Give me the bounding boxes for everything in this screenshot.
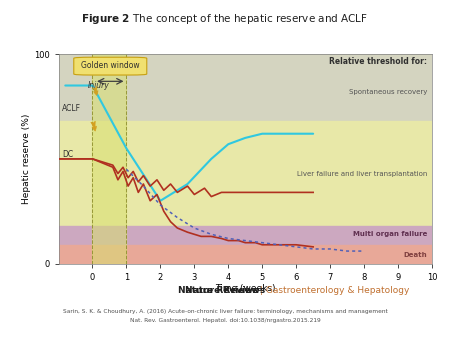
Bar bbox=[58, 245, 432, 264]
Text: Spontaneous recovery: Spontaneous recovery bbox=[349, 89, 427, 95]
Text: Nat. Rev. Gastroenterol. Hepatol. doi:10.1038/nrgastro.2015.219: Nat. Rev. Gastroenterol. Hepatol. doi:10… bbox=[130, 318, 320, 323]
Text: Multi organ failure: Multi organ failure bbox=[352, 231, 427, 237]
Y-axis label: Hepatic reserve (%): Hepatic reserve (%) bbox=[22, 114, 31, 204]
Text: Golden window: Golden window bbox=[81, 61, 140, 70]
Bar bbox=[58, 54, 432, 121]
Text: Liver failure and liver transplantation: Liver failure and liver transplantation bbox=[297, 171, 427, 176]
FancyBboxPatch shape bbox=[74, 57, 147, 75]
Text: Nature Reviews |: Nature Reviews | bbox=[178, 286, 257, 295]
Text: Nature Reviews: Nature Reviews bbox=[178, 286, 258, 295]
Text: Nature Reviews: Nature Reviews bbox=[185, 286, 265, 295]
Text: Sarin, S. K. & Choudhury, A. (2016) Acute-on-chronic liver failure: terminology,: Sarin, S. K. & Choudhury, A. (2016) Acut… bbox=[63, 309, 387, 314]
Text: Death: Death bbox=[403, 252, 427, 258]
Text: $\bf{Figure\ 2}$ The concept of the hepatic reserve and ACLF: $\bf{Figure\ 2}$ The concept of the hepa… bbox=[81, 12, 369, 26]
X-axis label: Time (weeks): Time (weeks) bbox=[215, 285, 275, 293]
Text: | Gastroenterology & Hepatology: | Gastroenterology & Hepatology bbox=[260, 286, 409, 295]
Text: Injury: Injury bbox=[87, 80, 109, 90]
Text: Nature Reviews |: Nature Reviews | bbox=[185, 286, 265, 295]
Text: Relative threshold for:: Relative threshold for: bbox=[329, 57, 427, 66]
Bar bbox=[92, 54, 126, 264]
Bar bbox=[58, 121, 432, 226]
Bar bbox=[58, 226, 432, 245]
Text: DC: DC bbox=[62, 150, 73, 159]
Text: ACLF: ACLF bbox=[62, 104, 81, 113]
